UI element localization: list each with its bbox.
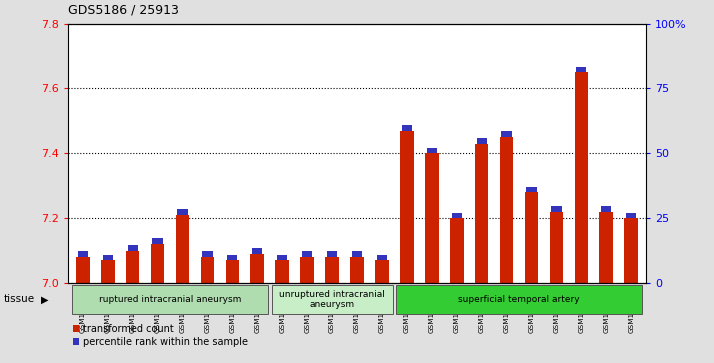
- Text: ▶: ▶: [41, 294, 49, 305]
- Text: superficial temporal artery: superficial temporal artery: [458, 295, 580, 304]
- Bar: [624, 218, 638, 283]
- Bar: [72, 285, 268, 314]
- Bar: [501, 131, 512, 137]
- Bar: [325, 257, 339, 283]
- Bar: [101, 260, 114, 283]
- Bar: [128, 245, 138, 251]
- Bar: [475, 144, 488, 283]
- Bar: [476, 138, 487, 144]
- Bar: [226, 260, 239, 283]
- Bar: [152, 238, 163, 244]
- Bar: [251, 254, 264, 283]
- Bar: [252, 248, 263, 254]
- Bar: [400, 131, 413, 283]
- Bar: [425, 153, 438, 283]
- Bar: [78, 252, 88, 257]
- Bar: [550, 212, 563, 283]
- Bar: [271, 285, 393, 314]
- Bar: [601, 206, 611, 212]
- Bar: [176, 215, 189, 283]
- Legend: transformed count, percentile rank within the sample: transformed count, percentile rank withi…: [73, 324, 248, 347]
- Bar: [500, 137, 513, 283]
- Text: unruptured intracranial
aneurysm: unruptured intracranial aneurysm: [279, 290, 385, 309]
- Bar: [350, 257, 364, 283]
- Bar: [427, 148, 437, 153]
- Text: tissue: tissue: [4, 294, 35, 305]
- Bar: [76, 257, 90, 283]
- Bar: [402, 125, 412, 131]
- Text: ruptured intracranial aneurysm: ruptured intracranial aneurysm: [99, 295, 241, 304]
- Bar: [277, 255, 287, 260]
- Bar: [526, 187, 537, 192]
- Bar: [600, 212, 613, 283]
- Bar: [575, 72, 588, 283]
- Bar: [202, 252, 213, 257]
- Bar: [201, 257, 214, 283]
- Bar: [451, 213, 462, 218]
- Bar: [626, 213, 636, 218]
- Bar: [396, 285, 642, 314]
- Bar: [151, 244, 164, 283]
- Bar: [302, 252, 312, 257]
- Bar: [327, 252, 337, 257]
- Bar: [352, 252, 362, 257]
- Bar: [375, 260, 389, 283]
- Bar: [576, 66, 586, 72]
- Bar: [301, 257, 314, 283]
- Bar: [126, 251, 139, 283]
- Bar: [450, 218, 463, 283]
- Bar: [525, 192, 538, 283]
- Bar: [227, 255, 238, 260]
- Bar: [551, 206, 562, 212]
- Text: GDS5186 / 25913: GDS5186 / 25913: [68, 3, 178, 16]
- Bar: [103, 255, 113, 260]
- Bar: [177, 209, 188, 215]
- Bar: [276, 260, 289, 283]
- Bar: [377, 255, 387, 260]
